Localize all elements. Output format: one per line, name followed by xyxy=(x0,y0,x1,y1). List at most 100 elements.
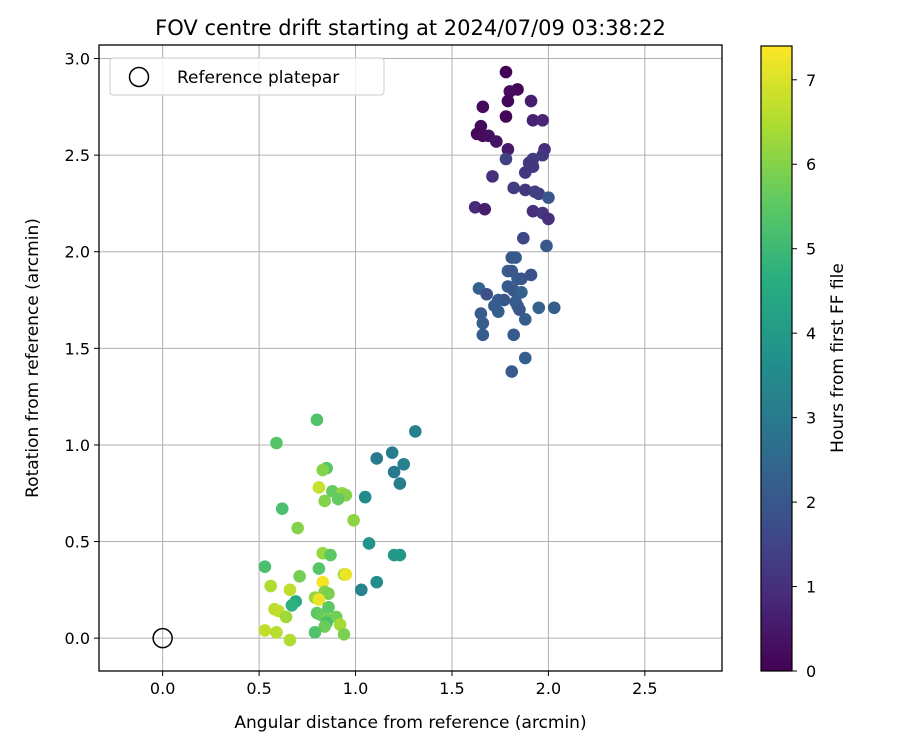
y-tick-label: 3.0 xyxy=(65,50,90,69)
data-point xyxy=(513,303,526,316)
data-point xyxy=(324,548,337,562)
data-point xyxy=(540,239,553,253)
y-tick-label: 1.5 xyxy=(65,339,90,358)
data-point xyxy=(318,494,331,508)
y-tick-label: 0.5 xyxy=(65,533,90,552)
chart-title: FOV centre drift starting at 2024/07/09 … xyxy=(155,16,666,40)
data-point xyxy=(283,583,297,597)
data-point xyxy=(385,446,399,459)
colorbar-tick-label: 0 xyxy=(806,662,816,681)
data-point xyxy=(270,436,283,450)
legend-box xyxy=(109,57,385,96)
data-point xyxy=(347,513,360,527)
data-point xyxy=(316,575,330,589)
x-tick-label: 1.0 xyxy=(343,679,368,698)
data-point xyxy=(478,202,492,216)
data-point xyxy=(474,307,488,320)
data-point xyxy=(316,463,330,477)
data-point xyxy=(322,600,335,614)
data-point xyxy=(518,183,532,197)
data-point xyxy=(339,568,353,581)
data-point xyxy=(518,313,532,326)
data-point xyxy=(505,365,519,378)
colorbar-ticks: 0 1 2 3 4 5 6 7 xyxy=(792,71,816,681)
data-point xyxy=(501,143,515,156)
data-point xyxy=(468,200,482,214)
data-point xyxy=(480,287,493,301)
data-point xyxy=(542,212,555,226)
data-point xyxy=(283,633,297,647)
x-tick-label: 2.5 xyxy=(632,679,657,698)
grid-lines xyxy=(99,45,722,671)
data-point xyxy=(518,166,532,179)
data-point xyxy=(258,624,272,637)
legend-marker xyxy=(128,66,150,88)
data-point xyxy=(308,626,322,639)
data-point xyxy=(318,620,331,633)
x-tick-label: 1.5 xyxy=(439,679,464,698)
data-point xyxy=(524,94,538,108)
data-point xyxy=(486,170,499,183)
colorbar-tick-label: 4 xyxy=(806,324,816,343)
x-tick-label: 0.5 xyxy=(246,679,271,698)
data-point xyxy=(476,316,490,330)
data-point xyxy=(291,521,304,535)
data-point xyxy=(310,413,324,427)
data-point xyxy=(362,537,376,550)
plot-frame xyxy=(98,44,723,672)
data-point xyxy=(491,305,505,318)
data-point xyxy=(536,114,549,127)
data-point xyxy=(358,490,372,504)
y-axis-label: Rotation from reference (arcmin) xyxy=(23,218,43,498)
data-point xyxy=(331,492,345,506)
reference-marker xyxy=(152,627,173,649)
data-point xyxy=(499,65,513,79)
y-tick-label: 1.0 xyxy=(65,436,90,455)
data-point xyxy=(499,110,513,123)
colorbar-tick-label: 1 xyxy=(806,578,816,597)
data-point xyxy=(258,560,272,573)
data-point xyxy=(476,100,490,114)
x-tick-label: 0.0 xyxy=(150,679,175,698)
data-point xyxy=(517,231,530,245)
colorbar xyxy=(760,45,793,672)
colorbar-tick-label: 5 xyxy=(806,240,816,259)
data-point xyxy=(370,452,384,465)
data-point xyxy=(393,477,407,490)
data-point xyxy=(515,272,528,286)
colorbar-tick-label: 7 xyxy=(806,71,816,90)
data-points xyxy=(258,65,561,647)
data-point xyxy=(370,575,384,589)
legend-label: Reference platepar xyxy=(177,68,339,88)
data-point xyxy=(355,583,368,597)
data-point xyxy=(503,85,517,98)
y-tick-label: 2.5 xyxy=(65,146,90,165)
data-point xyxy=(499,152,513,166)
data-point xyxy=(397,457,411,471)
y-tick-label: 0.0 xyxy=(65,629,90,648)
data-point xyxy=(490,135,503,148)
data-point xyxy=(497,293,511,307)
data-point xyxy=(333,618,347,631)
data-point xyxy=(528,185,542,199)
data-point xyxy=(476,328,490,342)
data-point xyxy=(337,627,351,641)
data-point xyxy=(387,465,401,479)
legend: Reference platepar xyxy=(109,57,385,96)
colorbar-tick-label: 3 xyxy=(806,409,816,428)
data-point xyxy=(524,268,538,282)
data-point xyxy=(542,191,555,204)
x-axis-label: Angular distance from reference (arcmin) xyxy=(234,713,586,733)
data-point xyxy=(275,502,289,516)
data-point xyxy=(509,251,522,264)
colorbar-label: Hours from first FF file xyxy=(828,263,848,453)
data-point xyxy=(526,114,540,127)
y-tick-label: 2.0 xyxy=(65,243,90,262)
data-point xyxy=(312,481,326,494)
data-point xyxy=(526,204,540,218)
colorbar-tick-label: 2 xyxy=(806,493,816,512)
data-point xyxy=(264,579,277,593)
data-point xyxy=(532,301,546,315)
data-point xyxy=(322,587,335,601)
